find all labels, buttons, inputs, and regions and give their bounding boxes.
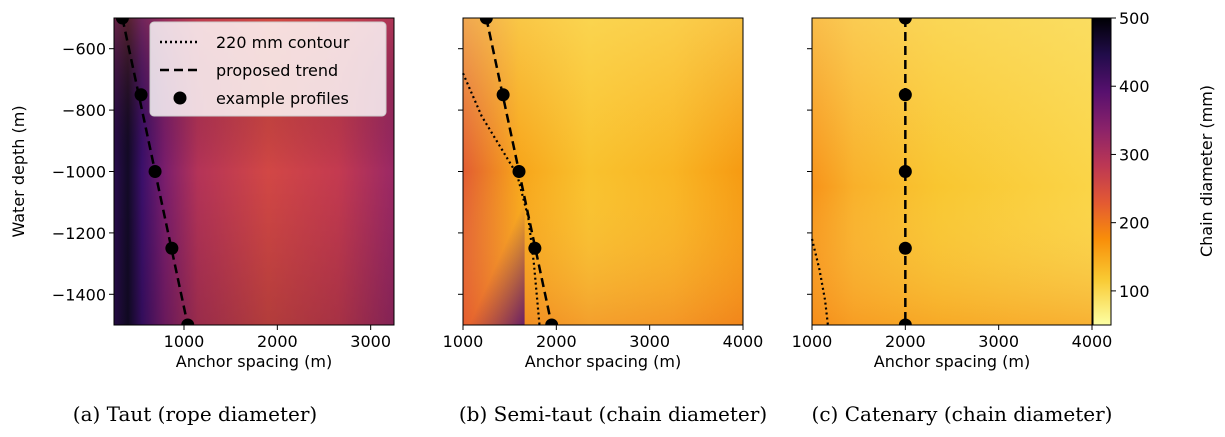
profile-markers — [479, 18, 559, 325]
colorbar: 100 200 300 400 500 Chain diameter (mm) — [1092, 9, 1216, 326]
x-tick-label: 4000 — [723, 332, 764, 351]
x-tick-label: 1000 — [792, 332, 833, 351]
profile-point — [898, 165, 912, 178]
colorbar-gradient — [1092, 17, 1112, 326]
profile-point — [115, 18, 129, 25]
x-tick-label: 3000 — [978, 332, 1019, 351]
legend-profile-label: example profiles — [216, 89, 349, 108]
y-tick-label: −800 — [62, 101, 106, 120]
colorbar-tick-label: 200 — [1119, 214, 1150, 233]
colorbar-tick-label: 500 — [1119, 9, 1150, 28]
panel-caption: (c) Catenary (chain diameter) — [812, 402, 1113, 426]
panel-caption: (b) Semi-taut (chain diameter) — [459, 402, 767, 426]
legend-contour-label: 220 mm contour — [216, 33, 350, 52]
colorbar-tick-label: 300 — [1119, 145, 1150, 164]
x-tick-label: 2000 — [536, 332, 577, 351]
x-tick-label: 3000 — [350, 332, 391, 351]
colorbar-tick-label: 100 — [1119, 282, 1150, 301]
x-tick-label: 2000 — [885, 332, 926, 351]
profile-point — [512, 165, 526, 178]
x-tick-label: 2000 — [257, 332, 298, 351]
contour-220mm — [810, 238, 829, 326]
panel-b: 1000 2000 3000 4000 Anchor spacing (m) (b) Se… — [443, 17, 767, 426]
profile-point — [898, 318, 912, 325]
heatmap-shading — [812, 18, 1092, 325]
profile-point — [479, 18, 493, 25]
profile-point — [134, 88, 148, 102]
profile-point — [148, 165, 162, 178]
profile-point — [496, 88, 510, 102]
x-tick-label: 1000 — [443, 332, 484, 351]
profile-point — [181, 318, 195, 325]
x-tick-label: 3000 — [629, 332, 670, 351]
colorbar-tick-label: 400 — [1119, 77, 1150, 96]
colorbar-label: Chain diameter (mm) — [1197, 85, 1216, 257]
profile-point — [898, 241, 912, 255]
legend: 220 mm contour proposed trend example pr… — [149, 21, 387, 117]
legend-profile-swatch — [173, 91, 187, 105]
legend-trend-label: proposed trend — [216, 61, 338, 80]
profile-point — [898, 18, 912, 25]
profile-markers — [115, 18, 195, 325]
x-tick-label: 4000 — [1072, 332, 1113, 351]
profile-point — [165, 241, 179, 255]
x-axis-label: Anchor spacing (m) — [874, 352, 1030, 371]
heatmap-corner — [463, 186, 525, 325]
y-tick-label: −1000 — [52, 163, 106, 182]
panel-c: 1000 2000 3000 4000 Anchor spacing (m) (c) Ca… — [792, 17, 1113, 426]
x-tick-label: 1000 — [164, 332, 205, 351]
panel-caption: (a) Taut (rope diameter) — [73, 402, 317, 426]
y-tick-label: −600 — [62, 40, 106, 59]
x-axis-label: Anchor spacing (m) — [525, 352, 681, 371]
y-tick-label: −1400 — [52, 285, 106, 304]
y-axis-label: Water depth (m) — [9, 105, 28, 237]
legend-box — [149, 21, 387, 117]
profile-point — [898, 88, 912, 102]
y-tick-label: −1200 — [52, 224, 106, 243]
x-axis-label: Anchor spacing (m) — [176, 352, 332, 371]
profile-point — [545, 318, 559, 325]
profile-markers — [898, 18, 912, 325]
profile-point — [528, 241, 542, 255]
